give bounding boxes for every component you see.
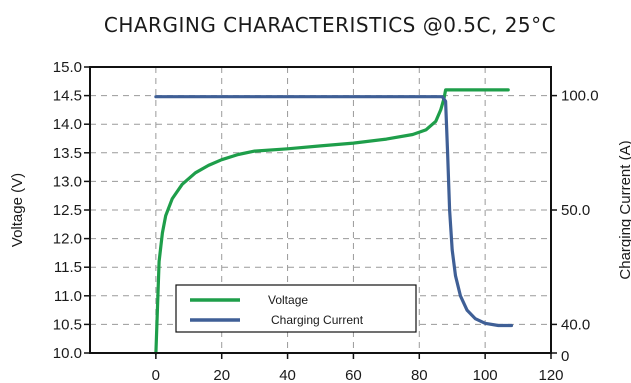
x-tick-label: 40	[279, 367, 296, 383]
x-tick-label: 20	[213, 367, 230, 383]
legend-label: Charging Current	[271, 313, 364, 327]
x-tick-label: 80	[411, 367, 428, 383]
x-tick-label: 100	[473, 367, 498, 383]
legend-box	[175, 284, 417, 333]
y-tick-label: 11.0	[54, 288, 82, 305]
y-tick-label: 14.5	[53, 88, 82, 105]
y-tick-label: 15.0	[53, 59, 82, 76]
y2-tick-label: 0	[561, 348, 569, 365]
y-tick-label: 10.5	[53, 316, 82, 333]
grid-lines	[90, 67, 551, 353]
y-tick-label: 13.0	[53, 173, 82, 190]
y-tick-label: 10.0	[53, 345, 82, 362]
chart-title: CHARGING CHARACTERISTICS @0.5C, 25°C	[104, 13, 556, 37]
y-axis-label: Voltage (V)	[9, 173, 26, 247]
x-tick-label: 120	[538, 367, 563, 383]
y2-axis-label: Charging Current (A)	[617, 140, 631, 279]
series-line-voltage	[154, 88, 510, 355]
series-lines	[154, 88, 514, 355]
y-tick-label: 12.0	[53, 231, 82, 248]
y-tick-label: 14.0	[53, 116, 82, 133]
y2-tick-label: 100.0	[561, 88, 599, 105]
y-tick-label: 13.5	[53, 145, 82, 162]
y-tick-labels: 10.0 10.5 11.0 11.5 12.0 12.5 13.0 13.5 14.0 14.5…	[53, 59, 90, 362]
y2-tick-label: 40.0	[561, 316, 590, 333]
y-tick-label: 12.5	[53, 202, 82, 219]
y2-tick-label: 50.0	[561, 202, 590, 219]
y2-tick-labels: 0 40.0 50.0 100.0	[551, 88, 599, 365]
x-tick-label: 0	[152, 367, 160, 383]
x-tick-label: 60	[345, 367, 362, 383]
x-tick-labels: 0 20 40 60 80 100 120	[152, 353, 564, 383]
y-tick-label: 11.5	[54, 259, 82, 276]
legend-label: Voltage	[268, 293, 308, 307]
series-line-charging-current	[154, 95, 514, 328]
legend: Voltage Charging Current	[175, 284, 417, 333]
